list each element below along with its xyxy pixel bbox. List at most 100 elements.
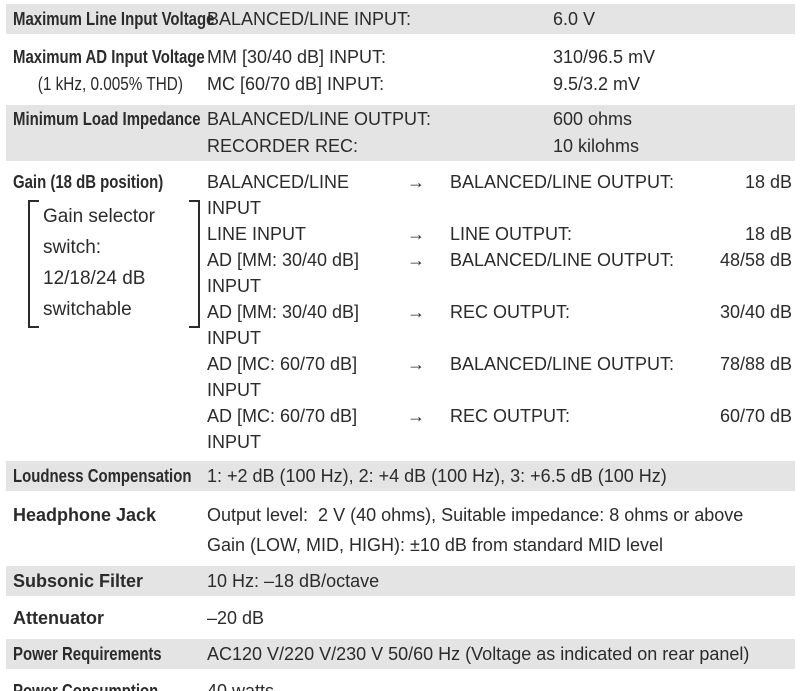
gain-entry: AD [MM: 30/40 dB] INPUT → REC OUTPUT: 30… [207, 299, 795, 351]
spec-content: 10 Hz: –18 dB/octave [207, 566, 795, 596]
spec-content: 40 watts [207, 676, 795, 691]
gain-input: BALANCED/LINE INPUT [207, 172, 350, 218]
spec-item-name: MC [60/70 dB] INPUT: [207, 74, 385, 94]
spec-label: Power Requirements [6, 639, 207, 669]
spec-label: Gain (18 dB position) Gain selector swit… [6, 169, 207, 328]
gain-entry: AD [MC: 60/70 dB] INPUT → BALANCED/LINE … [207, 351, 795, 403]
spec-label: Subsonic Filter [6, 566, 207, 596]
spec-label-text: Power Requirements [13, 644, 162, 664]
row-headphone-jack: Headphone Jack Output level: 2 V (40 ohm… [6, 500, 795, 560]
gain-output: REC OUTPUT: [450, 406, 571, 426]
gain-selector-note: Gain selector switch: 12/18/24 dB switch… [28, 200, 200, 328]
right-arrow-icon: → [407, 250, 425, 270]
spec-pair: MM [30/40 dB] INPUT: 310/96.5 mV [207, 44, 795, 71]
row-loudness-compensation: Loudness Compensation 1: +2 dB (100 Hz),… [6, 461, 795, 491]
spec-label-text: Headphone Jack [13, 505, 157, 525]
gain-value: 60/70 dB [719, 406, 792, 426]
gain-entry: AD [MM: 30/40 dB] INPUT → BALANCED/LINE … [207, 247, 795, 299]
spec-content: BALANCED/LINE INPUT: 6.0 V [207, 4, 795, 34]
spec-item-name: BALANCED/LINE INPUT: [207, 9, 412, 29]
spec-text: AC120 V/220 V/230 V 50/60 Hz (Voltage as… [207, 644, 750, 664]
spec-item-value: 10 kilohms [553, 136, 640, 156]
spec-text-line: Gain (LOW, MID, HIGH): ±10 dB from stand… [207, 535, 664, 555]
spec-item-value: 9.5/3.2 mV [553, 74, 641, 94]
gain-entry: LINE INPUT → LINE OUTPUT: 18 dB [207, 221, 795, 247]
gain-value: 18 dB [744, 224, 792, 244]
gain-input: LINE INPUT [207, 224, 307, 244]
note-line: 12/18/24 dB [43, 268, 146, 289]
gain-entry: AD [MC: 60/70 dB] INPUT → REC OUTPUT: 60… [207, 403, 795, 455]
spec-label: Attenuator [6, 603, 207, 633]
spec-label-text: Minimum Load Impedance [13, 109, 201, 129]
spec-content: MM [30/40 dB] INPUT: 310/96.5 mV MC [60/… [207, 44, 795, 98]
spec-text: 1: +2 dB (100 Hz), 2: +4 dB (100 Hz), 3:… [207, 466, 667, 486]
spec-pair: MC [60/70 dB] INPUT: 9.5/3.2 mV [207, 71, 795, 98]
row-attenuator: Attenuator –20 dB [6, 603, 795, 633]
spec-label-text: Power Consumption [13, 681, 159, 691]
note-line: Gain selector [43, 206, 155, 227]
spec-text: 10 Hz: –18 dB/octave [207, 571, 380, 591]
spec-text-line: Output level: 2 V (40 ohms), Suitable im… [207, 505, 744, 525]
spec-pair: BALANCED/LINE INPUT: 6.0 V [207, 4, 795, 34]
note-line: switchable [43, 299, 132, 320]
spec-label-text: Attenuator [13, 608, 104, 628]
spec-label: Headphone Jack [6, 500, 207, 530]
spec-label: Minimum Load Impedance [6, 106, 207, 133]
right-arrow-icon: → [407, 224, 425, 244]
gain-output: BALANCED/LINE OUTPUT: [450, 172, 675, 192]
gain-input: AD [MM: 30/40 dB] INPUT [207, 302, 360, 348]
spec-item-value: 310/96.5 mV [553, 47, 656, 67]
row-maximum-line-input-voltage: Maximum Line Input Voltage BALANCED/LINE… [6, 4, 795, 34]
bracket-left-icon [28, 200, 39, 328]
gain-output: LINE OUTPUT: [450, 224, 573, 244]
spec-pair: BALANCED/LINE OUTPUT: 600 ohms [207, 106, 795, 133]
spec-text: 40 watts [207, 681, 275, 691]
spec-item-name: BALANCED/LINE OUTPUT: [207, 109, 432, 129]
spec-label: Power Consumption [6, 676, 207, 691]
row-maximum-ad-input-voltage: Maximum AD Input Voltage (1 kHz, 0.005% … [6, 42, 795, 100]
gain-value: 78/88 dB [719, 354, 792, 374]
row-minimum-load-impedance: Minimum Load Impedance BALANCED/LINE OUT… [6, 105, 795, 161]
gain-value: 48/58 dB [719, 250, 792, 270]
spec-item-name: MM [30/40 dB] INPUT: [207, 47, 387, 67]
gain-output: REC OUTPUT: [450, 302, 571, 322]
bracket-right-icon [189, 200, 200, 328]
spec-content: Output level: 2 V (40 ohms), Suitable im… [207, 500, 795, 560]
gain-entry: BALANCED/LINE INPUT → BALANCED/LINE OUTP… [207, 169, 795, 221]
spec-label: Loudness Compensation [6, 461, 207, 491]
gain-entries: BALANCED/LINE INPUT → BALANCED/LINE OUTP… [207, 169, 795, 455]
row-gain: Gain (18 dB position) Gain selector swit… [6, 169, 795, 455]
right-arrow-icon: → [407, 406, 425, 426]
spec-content: AC120 V/220 V/230 V 50/60 Hz (Voltage as… [207, 639, 795, 669]
row-subsonic-filter: Subsonic Filter 10 Hz: –18 dB/octave [6, 566, 795, 596]
spec-label: Maximum Line Input Voltage [6, 4, 214, 34]
spec-content: –20 dB [207, 603, 795, 633]
gain-output: BALANCED/LINE OUTPUT: [450, 354, 675, 374]
spec-content: 1: +2 dB (100 Hz), 2: +4 dB (100 Hz), 3:… [207, 461, 795, 491]
gain-value: 30/40 dB [719, 302, 792, 322]
gain-input: AD [MC: 60/70 dB] INPUT [207, 406, 358, 452]
spec-label-text: Gain (18 dB position) [13, 172, 164, 192]
note-line: switch: [43, 237, 102, 258]
spec-item-value: 6.0 V [553, 9, 596, 29]
spec-label: Maximum AD Input Voltage (1 kHz, 0.005% … [6, 44, 207, 98]
spec-item-name: RECORDER REC: [207, 136, 359, 156]
gain-output: BALANCED/LINE OUTPUT: [450, 250, 675, 270]
right-arrow-icon: → [407, 172, 425, 192]
gain-value: 18 dB [744, 172, 792, 192]
spec-label-text: Maximum AD Input Voltage [13, 47, 205, 67]
spec-label-text: Subsonic Filter [13, 571, 144, 591]
spec-sublabel-text: (1 kHz, 0.005% THD) [37, 74, 183, 94]
spec-pair: RECORDER REC: 10 kilohms [207, 133, 795, 160]
right-arrow-icon: → [407, 354, 425, 374]
right-arrow-icon: → [407, 302, 425, 322]
spec-label-text: Maximum Line Input Voltage [13, 9, 215, 29]
gain-input: AD [MC: 60/70 dB] INPUT [207, 354, 358, 400]
spec-content: BALANCED/LINE OUTPUT: 600 ohms RECORDER … [207, 106, 795, 160]
row-power-requirements: Power Requirements AC120 V/220 V/230 V 5… [6, 639, 795, 669]
gain-selector-note-text: Gain selector switch: 12/18/24 dB switch… [39, 200, 189, 328]
gain-input: AD [MM: 30/40 dB] INPUT [207, 250, 360, 296]
spec-label-text: Loudness Compensation [13, 466, 192, 486]
row-power-consumption: Power Consumption 40 watts [6, 676, 795, 691]
